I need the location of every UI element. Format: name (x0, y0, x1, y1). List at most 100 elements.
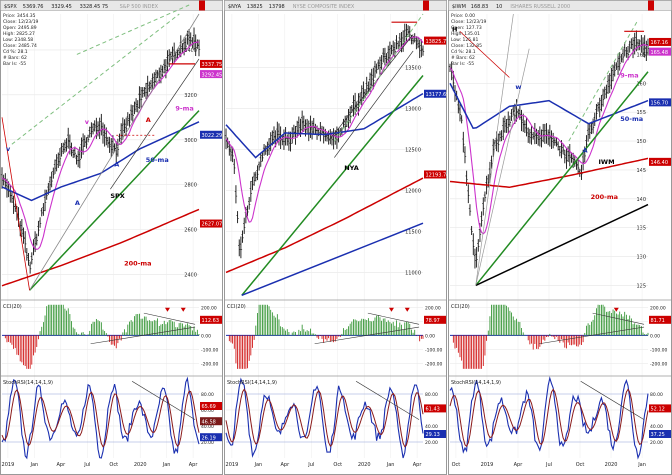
fan-line (475, 48, 530, 286)
value-tag (200, 70, 222, 79)
value-tag (649, 404, 671, 413)
cci-tick-label: 200.00 (650, 306, 666, 312)
y-tick-label: 12500 (405, 147, 421, 153)
header-color-swatch (648, 0, 654, 11)
y-tick-label: 125 (636, 283, 646, 289)
x-tick-label: Apr (413, 462, 423, 468)
stochrsi-tick-label: 40.00 (650, 424, 663, 430)
x-tick-label: Apr (280, 462, 290, 468)
long-term-blue-line (241, 222, 424, 297)
sell-arrow-icon (404, 307, 410, 312)
stochrsi-tick-label: 20.00 (201, 440, 214, 446)
value-tag-label: 78.97 (426, 318, 440, 324)
cci-tick-label: -100.00 (201, 347, 219, 353)
chart-panel-2: $NYA 13825 13798 NYSE COMPOSITE INDEX 11000 1… (224, 0, 453, 475)
x-tick-label: 2019 (2, 462, 15, 468)
value-tag (424, 315, 446, 324)
y-tick-label: 2600 (184, 228, 197, 234)
info-line: High: 135.01 (451, 31, 480, 37)
value-tag (200, 59, 222, 68)
info-line: Open: 2495.89 (3, 25, 37, 31)
y-tick-label: 135 (636, 226, 646, 232)
x-tick-label: 2019 (481, 462, 494, 468)
trend-line-thin (110, 58, 200, 190)
stochrsi-tick-label: 80.00 (201, 392, 214, 398)
value-tag-label: 3337.75 (202, 62, 223, 68)
cci-tick-label: 200.00 (201, 306, 217, 312)
value-tag-label: 3022.29 (202, 133, 223, 139)
panel-header (0, 0, 223, 11)
info-line: Close: 132.85 (451, 43, 482, 49)
trend-line-thin (334, 50, 414, 158)
header-field: $IWM (452, 4, 466, 10)
chart-annotation: SPX (110, 192, 124, 200)
stochrsi-trend-line (580, 380, 645, 420)
value-tag-label: 13177.690 (426, 92, 453, 98)
chart-annotation: 9-ma (620, 72, 638, 80)
chart-annotation: A (146, 116, 151, 124)
value-tag (200, 315, 222, 324)
cci-tick-label: 200.00 (425, 306, 441, 312)
stochrsi-tick-label: 80.00 (425, 392, 438, 398)
y-tick-label: 11000 (405, 270, 421, 276)
value-tag-label: 46.58 (202, 419, 216, 425)
sell-arrow-icon (613, 307, 619, 312)
stochrsi-label: StochRSI(14,14,1,9) (3, 380, 53, 386)
value-tag (200, 433, 222, 442)
cci-trend-line (367, 312, 420, 325)
value-tag (424, 404, 446, 413)
value-tag (649, 157, 671, 166)
chart-annotation: A (583, 147, 588, 155)
panel-header (224, 0, 447, 11)
y-tick-label: 3400 (184, 48, 197, 54)
info-line: # Bars: 62 (451, 55, 475, 61)
y-tick-label: 145 (636, 168, 646, 174)
info-line: # Bars: 62 (3, 55, 27, 61)
cci-tick-label: 0.00 (425, 333, 435, 339)
value-tag (649, 430, 671, 438)
uptrend-line-green (29, 110, 200, 291)
value-tag-label: 146.40 (651, 160, 669, 166)
chart-annotation: A (114, 161, 119, 169)
stochrsi-label: StochRSI(14,14,1,9) (227, 380, 277, 386)
stochrsi-tick-label: 40.00 (425, 424, 438, 430)
value-tag-label: 37.25 (651, 432, 665, 438)
x-tick-label: Jan (254, 462, 263, 468)
value-tag-label: 112.63 (202, 318, 220, 324)
stochrsi-d-line (449, 388, 649, 448)
y-tick-label: 13000 (405, 106, 421, 112)
chart-annotation: v (85, 118, 90, 126)
value-tag (200, 219, 222, 228)
info-line: High: 2825.27 (3, 31, 35, 37)
stochrsi-k-line (225, 377, 424, 459)
x-tick-label: 2020 (605, 462, 618, 468)
chart-panel-3: $IWM 168.83 10 ISHARES RUSSELL 2000 125 130 13… (448, 0, 672, 475)
cci-trend-line (143, 312, 196, 325)
x-tick-label: Jan (162, 462, 171, 468)
header-field: 13825 (247, 4, 263, 10)
value-tag-label: 3292.45 (202, 72, 223, 78)
x-tick-label: Jul (545, 462, 552, 468)
stochrsi-d-line (1, 389, 200, 448)
ma-50-line (225, 92, 424, 159)
y-tick-label: 13500 (405, 65, 421, 71)
x-tick-label: Oct (576, 462, 585, 468)
value-tag-label: 81.71 (651, 318, 665, 324)
x-tick-label: Jan (386, 462, 395, 468)
chart-annotation: H (452, 25, 457, 33)
value-tag (200, 402, 222, 410)
info-line: Open: 127.73 (451, 25, 482, 31)
cci-label: CCI(20) (451, 304, 470, 310)
info-line: Close: 2485.74 (3, 43, 37, 49)
chart-annotation: 200-ma (591, 193, 618, 201)
value-tag-label: 167.16 (651, 40, 669, 46)
info-line: Low: 125.81 (451, 37, 478, 43)
chart-annotation: w (515, 83, 521, 91)
info-line: Bar Is: -55 (451, 61, 474, 67)
y-tick-label: 150 (636, 139, 646, 145)
value-tag (649, 315, 671, 324)
stochrsi-tick-label: 20.00 (425, 440, 438, 446)
chart-annotation: IWM (599, 158, 615, 166)
chart-annotation: NYA (344, 164, 359, 172)
